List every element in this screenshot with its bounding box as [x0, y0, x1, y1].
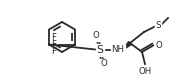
Text: NH: NH	[112, 46, 124, 55]
Text: F: F	[51, 40, 56, 49]
Text: OH: OH	[138, 67, 152, 76]
Polygon shape	[123, 42, 131, 50]
Text: F: F	[51, 33, 56, 42]
Text: O: O	[93, 32, 99, 41]
Text: F: F	[51, 47, 56, 56]
Text: S: S	[155, 20, 161, 29]
Text: S: S	[97, 45, 103, 55]
Text: O: O	[156, 41, 163, 50]
Text: O: O	[101, 59, 107, 68]
